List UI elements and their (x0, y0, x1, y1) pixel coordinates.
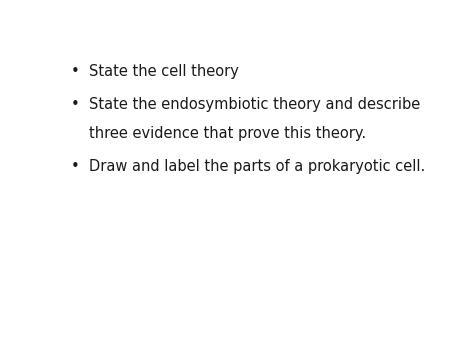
Text: State the cell theory: State the cell theory (90, 64, 239, 79)
Text: State the endosymbiotic theory and describe: State the endosymbiotic theory and descr… (90, 97, 421, 112)
Text: •: • (71, 97, 80, 112)
Text: •: • (71, 64, 80, 79)
Text: •: • (71, 159, 80, 174)
Text: Draw and label the parts of a prokaryotic cell.: Draw and label the parts of a prokaryoti… (90, 159, 426, 174)
Text: three evidence that prove this theory.: three evidence that prove this theory. (90, 126, 366, 141)
